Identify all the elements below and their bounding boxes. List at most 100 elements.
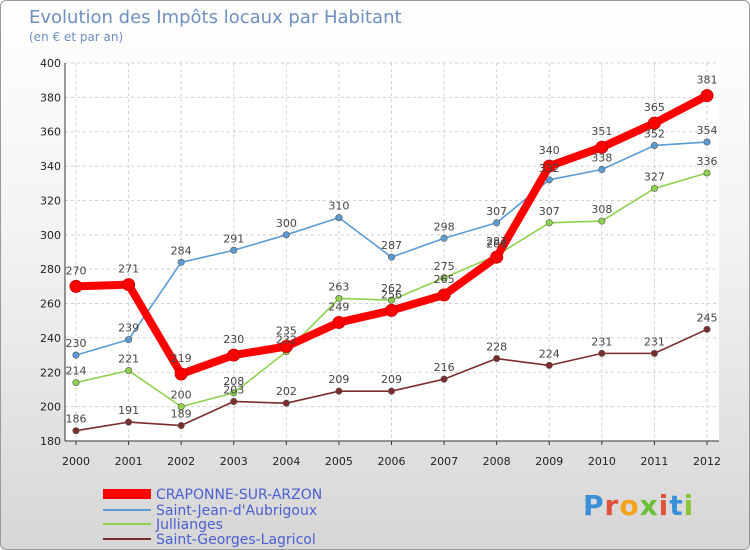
data-point <box>703 138 711 146</box>
y-tick-label: 380 <box>40 91 61 104</box>
x-tick-label: 2009 <box>535 455 563 468</box>
data-point <box>72 427 80 435</box>
data-label: 270 <box>66 264 87 277</box>
x-tick-label: 2002 <box>167 455 195 468</box>
data-label: 219 <box>171 352 192 365</box>
data-point <box>598 166 606 174</box>
data-label: 224 <box>539 347 560 360</box>
legend-label: CRAPONNE-SUR-ARZON <box>156 487 322 503</box>
data-point <box>69 279 83 293</box>
x-tick-label: 2000 <box>62 455 90 468</box>
data-label: 340 <box>539 144 560 157</box>
data-point <box>227 348 241 362</box>
data-point <box>230 389 238 397</box>
data-point <box>493 355 501 363</box>
data-label: 307 <box>486 205 507 218</box>
data-label: 271 <box>118 263 139 276</box>
data-point <box>437 288 451 302</box>
data-point <box>72 379 80 387</box>
x-tick-label: 2004 <box>272 455 300 468</box>
data-point <box>440 375 448 383</box>
y-tick-label: 300 <box>40 229 61 242</box>
data-label: 209 <box>381 373 402 386</box>
data-label: 228 <box>486 341 507 354</box>
data-label: 214 <box>66 365 87 378</box>
data-label: 291 <box>223 232 244 245</box>
data-point <box>440 274 448 282</box>
data-label: 298 <box>434 220 455 233</box>
data-label: 216 <box>434 361 455 374</box>
data-label: 230 <box>223 333 244 346</box>
y-tick-label: 400 <box>40 57 61 70</box>
data-point <box>177 422 185 430</box>
data-point <box>174 367 188 381</box>
data-label: 245 <box>697 311 718 324</box>
data-label: 221 <box>118 353 139 366</box>
data-label: 231 <box>644 335 665 348</box>
data-point <box>545 219 553 227</box>
data-point <box>125 336 133 344</box>
data-label: 332 <box>539 162 560 175</box>
data-label: 200 <box>171 389 192 402</box>
data-point <box>72 351 80 359</box>
data-point <box>125 367 133 375</box>
data-point <box>230 397 238 405</box>
data-label: 235 <box>276 325 297 338</box>
data-label: 202 <box>276 385 297 398</box>
data-point <box>387 296 395 304</box>
logo-letter: o <box>619 489 640 522</box>
data-point <box>125 418 133 426</box>
x-tick-label: 2008 <box>483 455 511 468</box>
data-label: 239 <box>118 322 139 335</box>
data-point <box>595 140 609 154</box>
data-label: 203 <box>223 383 244 396</box>
legend-label: Jullianges <box>155 517 223 533</box>
data-label: 354 <box>697 124 718 137</box>
data-label: 308 <box>591 203 612 216</box>
y-tick-label: 240 <box>40 332 61 345</box>
data-label: 209 <box>328 373 349 386</box>
data-label: 186 <box>66 413 87 426</box>
data-point <box>650 349 658 357</box>
data-point <box>542 159 556 173</box>
data-label: 191 <box>118 404 139 417</box>
data-point <box>282 399 290 407</box>
data-point <box>493 219 501 227</box>
logo-letter: i <box>658 489 670 522</box>
data-label: 288 <box>486 237 507 250</box>
data-point <box>650 141 658 149</box>
data-label: 300 <box>276 217 297 230</box>
data-label: 249 <box>328 300 349 313</box>
data-label: 287 <box>486 235 507 248</box>
x-tick-label: 2005 <box>325 455 353 468</box>
data-point <box>545 361 553 369</box>
logo-letter: r <box>604 489 620 522</box>
data-point <box>647 116 661 130</box>
data-point <box>177 258 185 266</box>
y-tick-label: 220 <box>40 366 61 379</box>
data-point <box>650 184 658 192</box>
data-label: 336 <box>697 155 718 168</box>
x-tick-label: 2001 <box>115 455 143 468</box>
logo-letter: P <box>583 489 605 522</box>
y-tick-label: 260 <box>40 298 61 311</box>
x-tick-label: 2003 <box>220 455 248 468</box>
data-label: 232 <box>276 334 297 347</box>
data-label: 208 <box>223 375 244 388</box>
data-label: 231 <box>591 335 612 348</box>
y-tick-label: 360 <box>40 126 61 139</box>
y-tick-label: 280 <box>40 263 61 276</box>
logo-letter: x <box>639 489 659 522</box>
proxiti-logo: Proxiti <box>583 489 694 522</box>
data-label: 230 <box>66 337 87 350</box>
chart-title: Evolution des Impôts locaux par Habitant <box>29 7 402 28</box>
y-tick-label: 320 <box>40 194 61 207</box>
data-label: 284 <box>171 244 192 257</box>
data-label: 327 <box>644 170 665 183</box>
data-label: 365 <box>644 101 665 114</box>
y-tick-label: 180 <box>40 435 61 448</box>
data-point <box>703 325 711 333</box>
data-label: 351 <box>591 125 612 138</box>
x-tick-label: 2010 <box>588 455 616 468</box>
